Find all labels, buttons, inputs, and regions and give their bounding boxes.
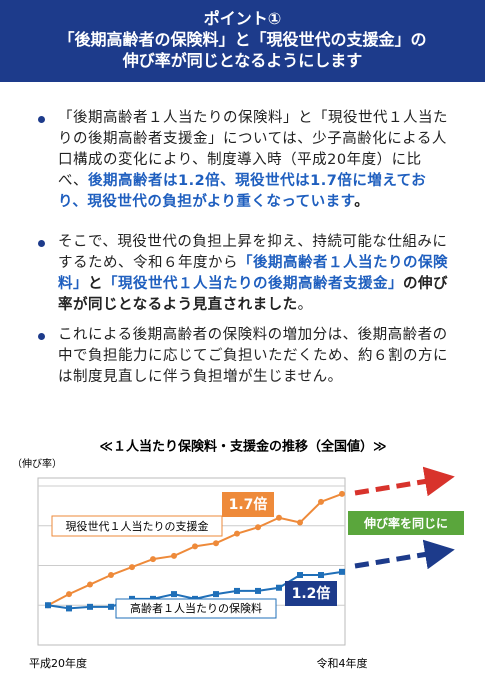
y-axis-label: （伸び率） xyxy=(12,457,62,470)
x-tick-label: 平成20年度 xyxy=(29,656,87,670)
point xyxy=(213,540,219,547)
annotation-box xyxy=(348,511,464,535)
point xyxy=(255,587,261,594)
bullet: そこで、現役世代の負担上昇を抑え、持続可能な仕組みにするため、令和６年度から「後… xyxy=(38,232,448,316)
text-segment: 。 xyxy=(297,297,313,313)
point xyxy=(129,564,135,571)
bullet-text: そこで、現役世代の負担上昇を抑え、持続可能な仕組みにするため、令和６年度から「後… xyxy=(58,232,448,316)
text-segment: 。 xyxy=(354,194,370,210)
text-segment: の伸び率が同じとなるよう見直されました xyxy=(58,276,448,313)
annotation-box xyxy=(285,581,337,606)
text-segment: 後期高齢者は1.2倍、現役世代は1.7倍に増えており、現役世代の負担がより重くな… xyxy=(58,173,427,210)
annotation: 伸び率を同じに xyxy=(363,516,448,531)
point xyxy=(108,572,114,579)
trend-arrow xyxy=(354,539,455,570)
bullet-text: これによる後期高齢者の保険料の増加分は、後期高齢者の中で負担能力に応じてご負担い… xyxy=(58,325,448,388)
annotation-box xyxy=(222,492,274,517)
text-segment: と xyxy=(88,276,103,292)
series-label-box xyxy=(115,598,277,619)
point xyxy=(87,581,93,588)
point xyxy=(297,519,303,526)
bullet: 「後期高齢者１人当たりの保険料」と「現役世代１人当たりの後期高齢者支援金」につい… xyxy=(38,108,448,213)
plot-frame xyxy=(37,477,346,646)
header-line: ポイント① xyxy=(203,9,282,28)
point xyxy=(255,524,261,531)
point xyxy=(171,552,177,559)
series-label: 現役世代１人当たりの支援金 xyxy=(66,519,209,533)
header-line: 「後期高齢者の保険料」と「現役世代の支援金」の xyxy=(58,30,427,49)
point xyxy=(234,587,240,594)
point xyxy=(87,603,93,610)
point xyxy=(171,591,177,598)
point xyxy=(318,498,324,505)
trend-arrow xyxy=(354,466,455,497)
x-tick-label: 令和4年度 xyxy=(317,656,368,670)
series-label-box xyxy=(51,515,223,537)
bullet: これによる後期高齢者の保険料の増加分は、後期高齢者の中で負担能力に応じてご負担い… xyxy=(38,325,448,388)
point xyxy=(45,602,51,609)
bullet-dot xyxy=(38,116,45,123)
bullet-dot xyxy=(38,240,45,247)
bullet-text: 「後期高齢者１人当たりの保険料」と「現役世代１人当たりの後期高齢者支援金」につい… xyxy=(58,108,448,213)
point xyxy=(213,591,219,598)
point xyxy=(318,572,324,579)
point xyxy=(339,490,345,497)
point xyxy=(297,572,303,579)
point xyxy=(66,591,72,598)
text-segment: 「後期高齢者１人当たりの保険料」 xyxy=(58,255,448,292)
series-label: 高齢者１人当たりの保険料 xyxy=(130,601,262,615)
text-segment: これによる後期高齢者の保険料の増加分は、後期高齢者の中で負担能力に応じてご負担い… xyxy=(58,327,448,385)
chart-title: ≪１人当たり保険料・支援金の推移（全国値）≫ xyxy=(99,439,386,455)
point xyxy=(234,530,240,537)
point xyxy=(150,556,156,563)
point xyxy=(192,543,198,550)
header-line: 伸び率が同じとなるようにします xyxy=(122,51,363,70)
header: ポイント① 「後期高齢者の保険料」と「現役世代の支援金」の 伸び率が同じとなるよ… xyxy=(0,0,485,82)
bullet-dot xyxy=(38,333,45,340)
point xyxy=(276,514,282,521)
text-segment: 「現役世代１人当たりの後期高齢者支援金」 xyxy=(103,276,403,292)
point xyxy=(339,568,345,575)
text-segment: そこで、現役世代の負担上昇を抑え、持続可能な仕組みにするため、令和６年度から xyxy=(58,234,448,271)
point xyxy=(276,584,282,591)
annotation: 1.2倍 xyxy=(292,585,331,602)
point xyxy=(108,603,114,610)
text-segment: 「後期高齢者１人当たりの保険料」と「現役世代１人当たりの後期高齢者支援金」につい… xyxy=(58,110,448,189)
chart: ≪１人当たり保険料・支援金の推移（全国値）≫ （伸び率） 平成20年度 令和4年度… xyxy=(12,439,464,670)
point xyxy=(66,605,72,612)
annotation: 1.7倍 xyxy=(229,496,268,513)
